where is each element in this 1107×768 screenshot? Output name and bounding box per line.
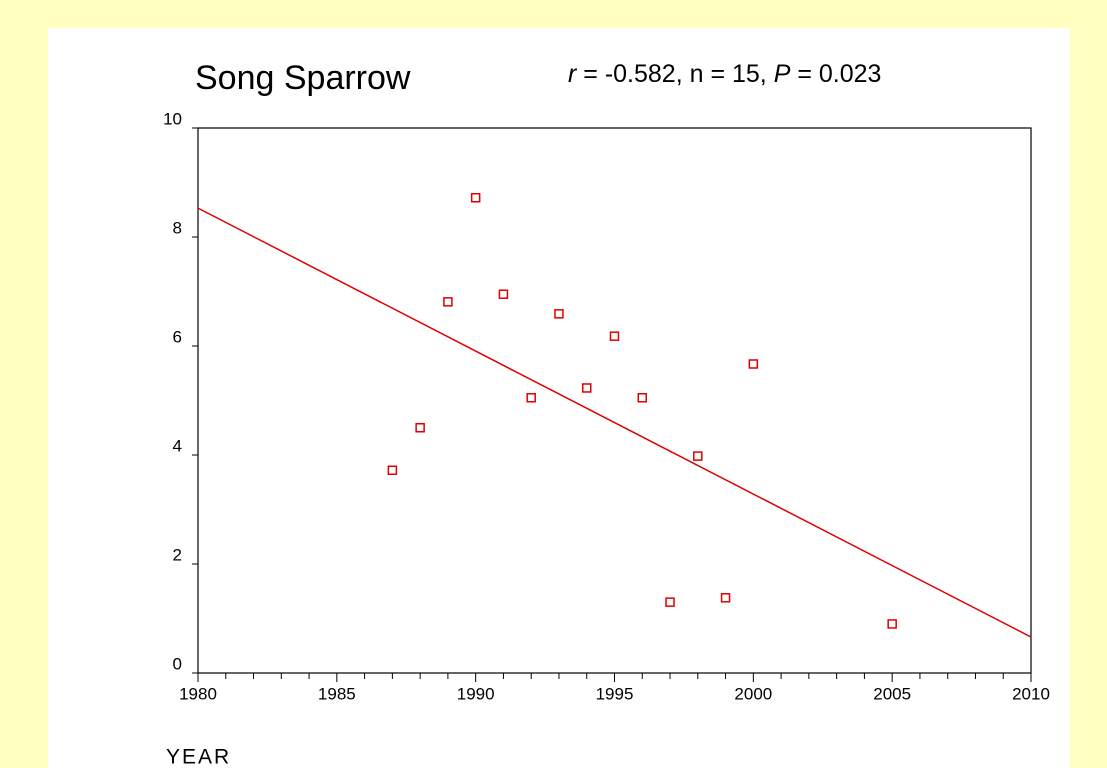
x-tick-label: 2010 (1012, 684, 1050, 703)
x-tick-label: 1990 (457, 684, 495, 703)
y-tick-label: 2 (173, 545, 182, 564)
point (665, 597, 675, 607)
point (443, 297, 453, 307)
point (887, 619, 897, 629)
point (415, 423, 425, 433)
point (498, 289, 509, 299)
point (470, 193, 481, 203)
y-tick-label: 0 (173, 654, 182, 673)
y-tick-label: 6 (173, 327, 182, 346)
y-tick-label: 4 (173, 436, 182, 455)
point (720, 593, 731, 603)
panel (48, 28, 1070, 768)
chart-title: Song Sparrow (195, 59, 411, 97)
point (609, 331, 620, 341)
point (748, 359, 759, 369)
point (581, 383, 592, 393)
x-tick-label: 1980 (179, 684, 217, 703)
annotation-part: r (568, 60, 578, 88)
x-axis-label: YEAR (166, 746, 231, 768)
x-tick-label: 2005 (873, 684, 911, 703)
annotation-part: P (774, 60, 791, 88)
trend-line (197, 207, 1032, 638)
point (526, 393, 536, 403)
annotation-part: = 0.023 (790, 60, 881, 88)
point (387, 465, 398, 476)
annotation-part: = -0.582, n = 15, (576, 60, 773, 88)
y-tick-label: 8 (173, 218, 182, 237)
x-tick-label: 2000 (734, 684, 772, 703)
annotation: r = -0.582, n = 15, P = 0.023 (568, 60, 881, 88)
x-tick-label: 1985 (318, 684, 356, 703)
point (693, 451, 703, 461)
x-tick-label: 1995 (596, 684, 634, 703)
point (554, 309, 564, 319)
y-tick-label: 10 (163, 109, 182, 128)
point (637, 393, 648, 403)
